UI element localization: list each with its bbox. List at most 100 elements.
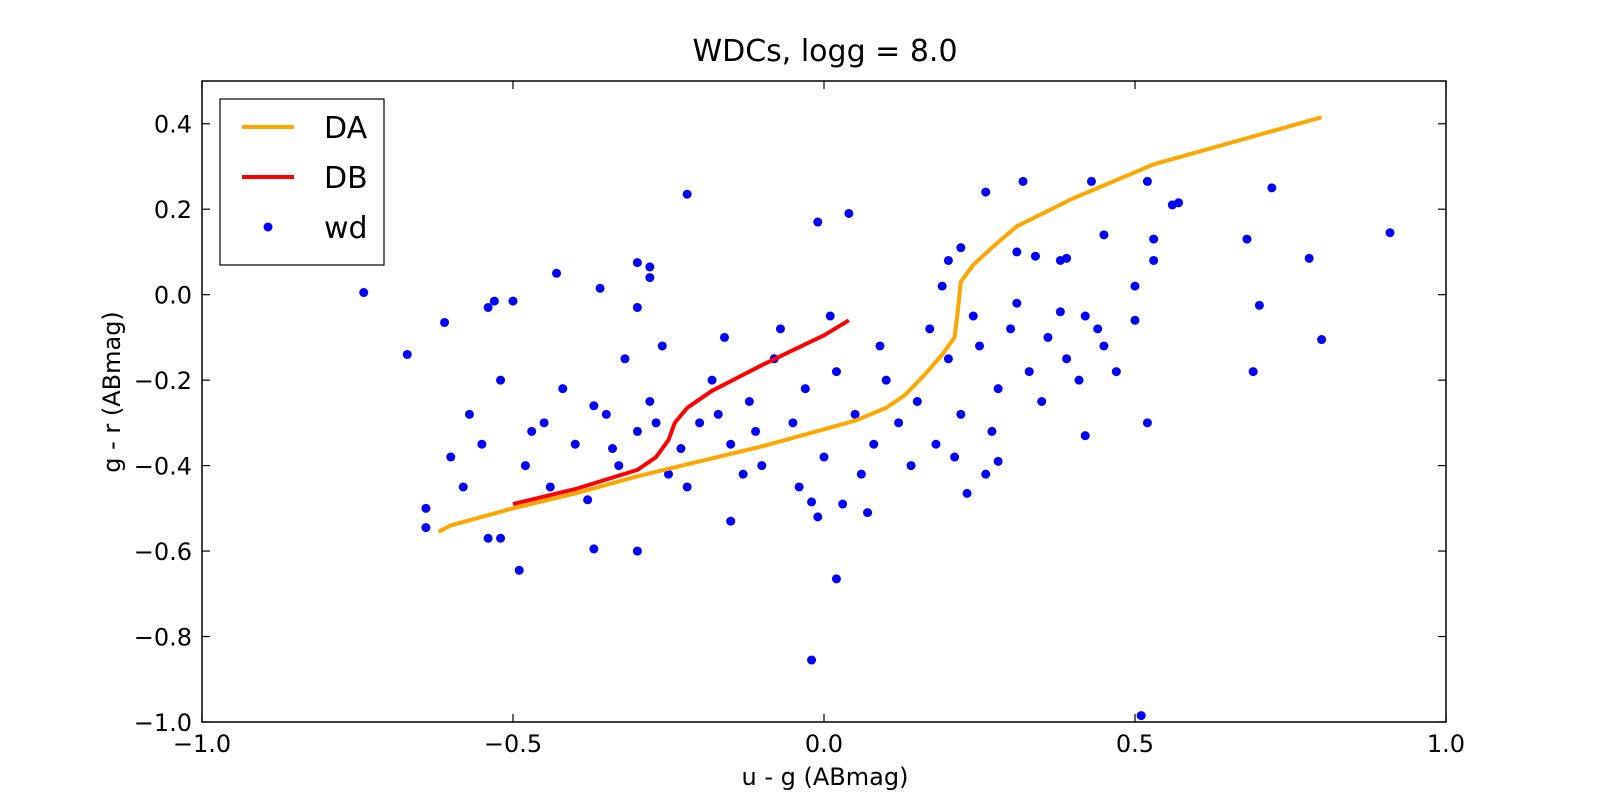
point xyxy=(788,418,798,428)
point xyxy=(757,461,767,471)
point xyxy=(514,565,524,575)
x-tick-label: 0.0 xyxy=(805,730,843,758)
point xyxy=(719,332,729,342)
point xyxy=(850,409,860,419)
point xyxy=(483,533,493,543)
point xyxy=(925,324,935,334)
point xyxy=(589,401,599,411)
point xyxy=(539,418,549,428)
point xyxy=(906,461,916,471)
point xyxy=(943,354,953,364)
point xyxy=(496,533,506,543)
point xyxy=(819,452,829,462)
point xyxy=(1317,335,1327,345)
point xyxy=(937,281,947,291)
point xyxy=(520,461,530,471)
plot-frame xyxy=(201,80,1447,723)
y-tick-label: −0.8 xyxy=(134,624,192,652)
point xyxy=(608,444,618,454)
point xyxy=(359,288,369,298)
point xyxy=(1062,253,1072,263)
point xyxy=(632,258,642,268)
point xyxy=(713,409,723,419)
point xyxy=(794,482,804,492)
point xyxy=(912,397,922,406)
point xyxy=(695,418,705,428)
point xyxy=(831,574,841,584)
point xyxy=(552,268,562,278)
point xyxy=(645,262,655,272)
point xyxy=(1267,183,1277,193)
point xyxy=(1149,234,1159,244)
point xyxy=(595,283,605,293)
point xyxy=(440,317,450,327)
point xyxy=(707,375,717,385)
point xyxy=(1136,711,1146,721)
x-tick-label: −0.5 xyxy=(484,730,542,758)
point xyxy=(825,311,835,321)
y-tick-label: 0.4 xyxy=(154,111,192,139)
point xyxy=(1111,367,1121,377)
point xyxy=(1037,397,1047,406)
point xyxy=(863,508,873,518)
point xyxy=(956,243,966,253)
y-tick-label: −0.2 xyxy=(134,367,192,395)
point xyxy=(1385,228,1395,238)
point xyxy=(1006,324,1016,334)
point xyxy=(645,273,655,283)
point xyxy=(981,187,991,197)
point xyxy=(1248,367,1258,377)
y-tick-label: −0.6 xyxy=(134,538,192,566)
point xyxy=(975,341,984,351)
point xyxy=(458,482,468,492)
point xyxy=(464,409,474,419)
point xyxy=(446,452,456,462)
point xyxy=(1012,247,1022,257)
plot-area xyxy=(359,115,1395,721)
x-axis-label: u - g (ABmag) xyxy=(742,763,909,791)
point xyxy=(1074,375,1084,385)
point xyxy=(620,354,630,364)
legend-label: DB xyxy=(324,161,368,196)
point xyxy=(1080,431,1090,441)
x-tick-label: −1.0 xyxy=(173,730,231,758)
point xyxy=(589,544,599,554)
point xyxy=(489,296,499,306)
point xyxy=(682,482,692,492)
point xyxy=(496,375,506,385)
point xyxy=(657,341,667,351)
point xyxy=(856,469,866,479)
point xyxy=(807,655,817,665)
point xyxy=(1086,176,1096,186)
point xyxy=(676,444,686,454)
point xyxy=(1304,253,1314,263)
point xyxy=(1130,281,1140,291)
point xyxy=(943,255,953,265)
y-axis-label: g - r (ABmag) xyxy=(98,311,126,473)
point xyxy=(744,397,754,406)
point xyxy=(831,367,841,377)
point xyxy=(869,439,879,449)
point xyxy=(800,384,810,394)
y-tick-label: −1.0 xyxy=(134,709,192,737)
point xyxy=(1093,324,1103,334)
point xyxy=(477,439,487,449)
point xyxy=(645,397,655,406)
point xyxy=(807,497,817,507)
point xyxy=(1024,367,1034,377)
point xyxy=(664,469,673,479)
point xyxy=(1099,341,1109,351)
point xyxy=(881,375,891,385)
point xyxy=(1012,298,1022,308)
point xyxy=(738,469,748,479)
point xyxy=(1030,251,1040,261)
point xyxy=(993,384,1003,394)
point xyxy=(962,488,972,498)
point xyxy=(775,324,785,334)
point xyxy=(1080,311,1090,321)
point xyxy=(632,546,642,556)
point xyxy=(1099,230,1109,240)
point xyxy=(632,426,642,436)
